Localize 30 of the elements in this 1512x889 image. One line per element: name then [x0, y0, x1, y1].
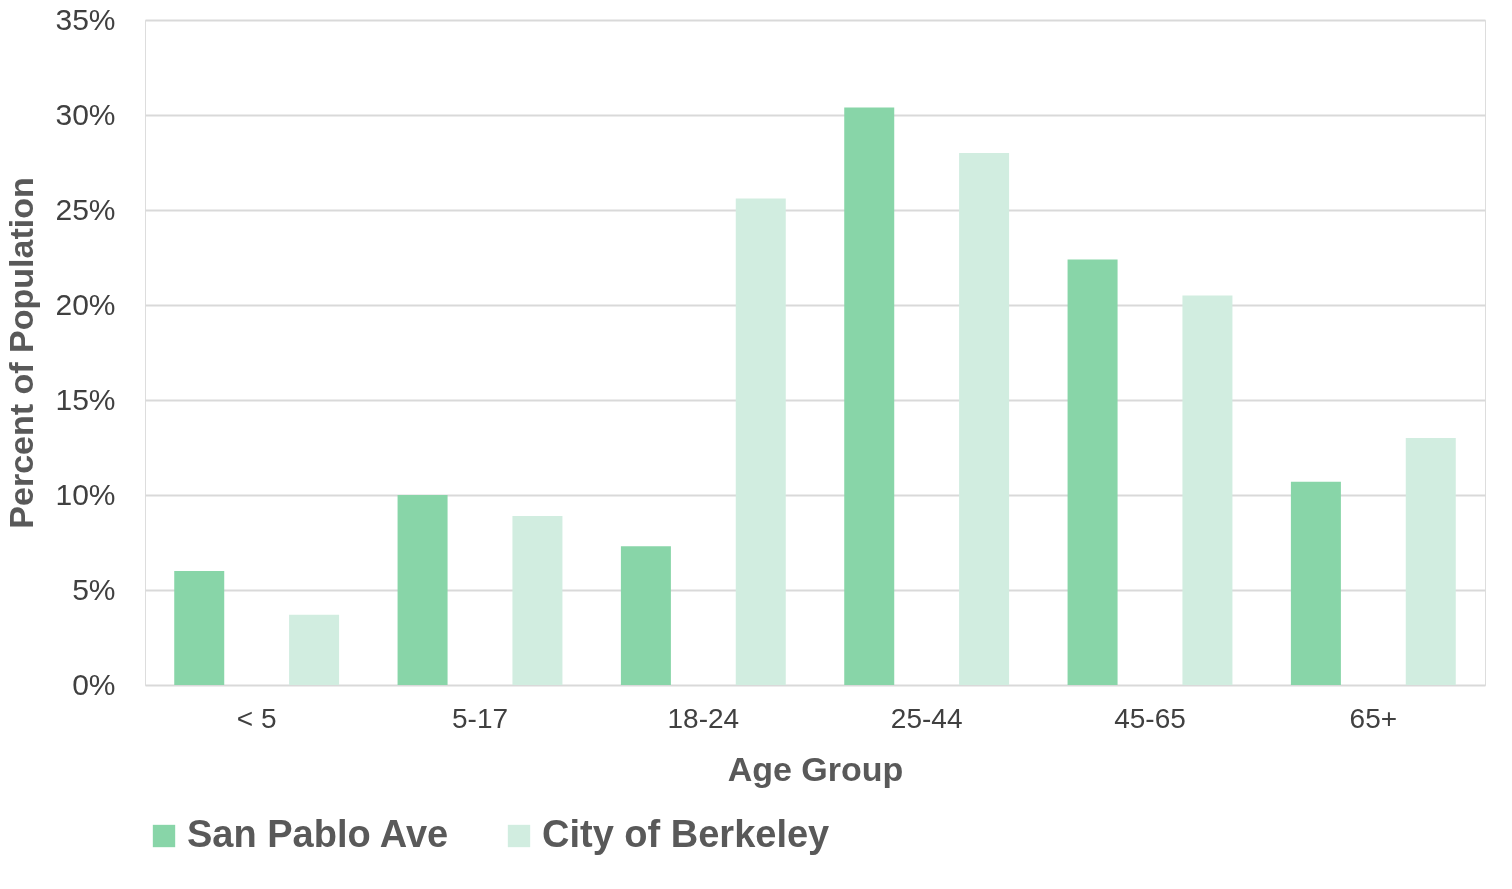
legend-label: San Pablo Ave [187, 813, 449, 855]
bar [397, 495, 448, 685]
y-tick-label: 15% [55, 382, 116, 416]
bar [620, 546, 671, 685]
y-axis-title: Percent of Population [2, 177, 41, 529]
bar [1067, 259, 1118, 685]
x-tick-label: < 5 [236, 702, 277, 734]
x-tick-label: 5-17 [451, 702, 509, 734]
legend-label: City of Berkeley [542, 813, 830, 855]
bar [1182, 295, 1233, 685]
x-tick-label: 25-44 [890, 702, 963, 734]
bar [289, 614, 340, 685]
bar [959, 153, 1010, 685]
x-tick-label: 18-24 [667, 702, 740, 734]
x-axis-title: Age Group [727, 749, 904, 788]
bar [512, 515, 563, 685]
y-tick-label: 35% [55, 2, 116, 36]
y-tick-label: 5% [72, 572, 116, 606]
bar [1405, 438, 1456, 685]
bar [1290, 481, 1341, 685]
bar [844, 107, 895, 685]
y-tick-label: 30% [55, 97, 116, 131]
bar [735, 198, 786, 685]
y-tick-label: 20% [55, 287, 116, 321]
x-tick-label: 45-65 [1114, 702, 1186, 734]
y-tick-label: 25% [55, 192, 116, 226]
bar [174, 571, 225, 685]
x-tick-label: 65+ [1349, 702, 1398, 734]
y-tick-label: 10% [55, 477, 116, 511]
y-tick-label: 0% [72, 667, 116, 701]
